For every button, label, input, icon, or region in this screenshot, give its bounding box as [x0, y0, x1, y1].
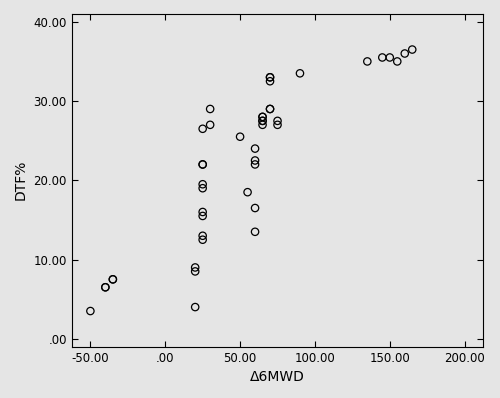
Point — [206, 122, 214, 128]
Point — [258, 114, 266, 120]
Point — [244, 189, 252, 195]
Point — [251, 157, 259, 164]
Point — [258, 118, 266, 124]
Point — [266, 74, 274, 80]
Point — [364, 58, 372, 64]
Point — [266, 74, 274, 80]
Point — [251, 145, 259, 152]
Point — [408, 46, 416, 53]
Point — [86, 308, 94, 314]
Point — [102, 284, 110, 291]
Point — [198, 232, 206, 239]
Point — [109, 276, 117, 283]
Point — [251, 161, 259, 168]
Point — [274, 122, 281, 128]
Point — [198, 209, 206, 215]
Point — [206, 106, 214, 112]
Point — [198, 213, 206, 219]
Point — [251, 228, 259, 235]
Point — [394, 58, 402, 64]
Point — [191, 304, 199, 310]
Point — [236, 133, 244, 140]
Point — [198, 185, 206, 191]
Point — [401, 50, 409, 57]
Point — [386, 54, 394, 60]
Point — [258, 122, 266, 128]
Point — [191, 264, 199, 271]
Point — [198, 126, 206, 132]
Point — [274, 118, 281, 124]
Point — [258, 118, 266, 124]
Point — [198, 236, 206, 243]
Point — [378, 54, 386, 60]
Point — [191, 268, 199, 275]
Y-axis label: DTF%: DTF% — [14, 160, 28, 201]
Point — [266, 106, 274, 112]
Point — [266, 78, 274, 84]
Point — [198, 181, 206, 187]
Point — [198, 161, 206, 168]
X-axis label: Δ6MWD: Δ6MWD — [250, 370, 305, 384]
Point — [266, 106, 274, 112]
Point — [109, 276, 117, 283]
Point — [198, 161, 206, 168]
Point — [258, 114, 266, 120]
Point — [251, 205, 259, 211]
Point — [102, 284, 110, 291]
Point — [296, 70, 304, 76]
